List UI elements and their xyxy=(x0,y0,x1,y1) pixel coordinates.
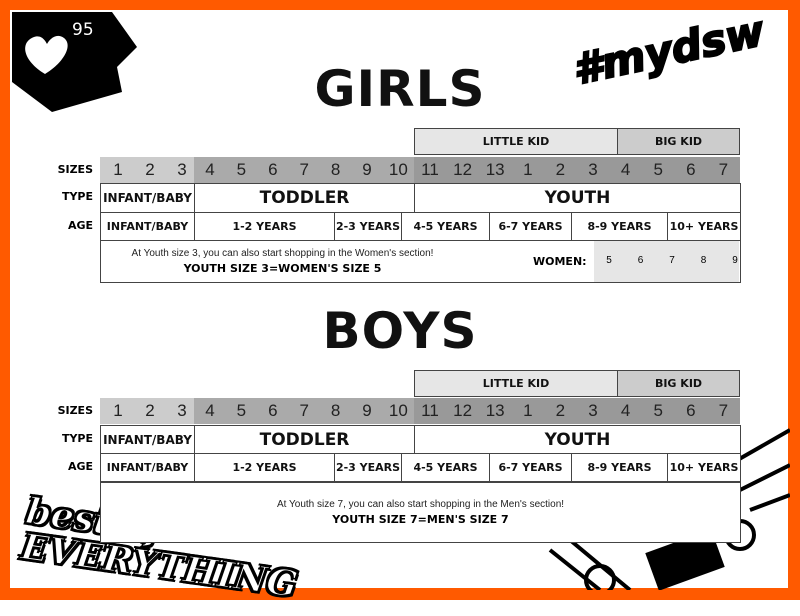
badge-number: 95 xyxy=(72,20,94,40)
size-number: 12 xyxy=(453,160,473,179)
size-number: 8 xyxy=(330,160,341,179)
size-number: 6 xyxy=(686,401,696,420)
row-label-age: AGE xyxy=(67,219,93,232)
section-title: BOYS xyxy=(322,302,478,360)
age-cell: 6-7 YEARS xyxy=(489,212,572,241)
heart-icon xyxy=(25,35,68,74)
size-number: 11 xyxy=(421,160,439,179)
note-line-1: At Youth size 3, you can also start shop… xyxy=(131,248,434,259)
size-number: 7 xyxy=(299,401,309,420)
size-number: 6 xyxy=(268,401,278,420)
size-number: 6 xyxy=(686,160,696,179)
size-number: 1 xyxy=(113,160,123,179)
women-size: 5 xyxy=(606,255,612,266)
size-number: 5 xyxy=(653,401,663,420)
size-number: 9 xyxy=(362,401,372,420)
size-number: 10 xyxy=(388,401,408,420)
type-cell: INFANT/BABY xyxy=(100,183,195,213)
size-number: 5 xyxy=(653,160,663,179)
age-cell: 6-7 YEARS xyxy=(489,453,572,482)
row-label-sizes: SIZES xyxy=(57,163,93,176)
type-cell: TODDLER xyxy=(194,183,415,213)
note-row xyxy=(100,482,741,543)
type-cell: TODDLER xyxy=(194,425,415,455)
size-number: 1 xyxy=(113,401,123,420)
women-size: 9 xyxy=(732,255,738,266)
women-size: 6 xyxy=(637,255,644,266)
size-number: 13 xyxy=(485,401,505,420)
row-label-age: AGE xyxy=(67,460,93,473)
size-number: 4 xyxy=(620,160,631,179)
infant-size-band xyxy=(100,398,194,424)
size-number: 1 xyxy=(523,401,533,420)
note-line-2: YOUTH SIZE 3=WOMEN'S SIZE 5 xyxy=(183,262,382,275)
size-number: 9 xyxy=(362,160,372,179)
size-number: 7 xyxy=(299,160,309,179)
little-kid-label: LITTLE KID xyxy=(414,128,618,155)
row-label-sizes: SIZES xyxy=(57,404,93,417)
row-label-type: TYPE xyxy=(61,190,93,203)
size-number: 11 xyxy=(421,401,439,420)
age-cell: 2-3 YEARS xyxy=(334,453,402,482)
size-number: 12 xyxy=(453,401,473,420)
size-number: 7 xyxy=(718,160,729,179)
age-cell: 10+ YEARS xyxy=(667,453,741,482)
women-size: 8 xyxy=(700,255,707,266)
toddler-size-band xyxy=(194,398,414,424)
size-number: 2 xyxy=(555,160,566,179)
big-kid-label: BIG KID xyxy=(617,128,740,155)
youth-size-band xyxy=(414,157,740,183)
size-number: 2 xyxy=(145,160,155,179)
size-number: 3 xyxy=(177,160,187,179)
size-number: 3 xyxy=(588,160,598,179)
women-label: WOMEN: xyxy=(533,255,587,268)
age-cell: 1-2 YEARS xyxy=(194,212,335,241)
badge: 95 xyxy=(12,12,137,112)
age-cell: 2-3 YEARS xyxy=(334,212,402,241)
type-cell: INFANT/BABY xyxy=(100,425,195,455)
note-line-2: YOUTH SIZE 7=MEN'S SIZE 7 xyxy=(332,513,509,526)
big-kid-label: BIG KID xyxy=(617,370,740,397)
size-number: 8 xyxy=(330,401,341,420)
age-cell: 8-9 YEARS xyxy=(571,453,668,482)
age-cell: INFANT/BABY xyxy=(100,453,195,482)
size-number: 3 xyxy=(588,401,598,420)
toddler-size-band xyxy=(194,157,414,183)
infant-size-band xyxy=(100,157,194,183)
section-title: GIRLS xyxy=(314,60,486,118)
type-cell: YOUTH xyxy=(414,425,741,455)
age-cell: 4-5 YEARS xyxy=(401,453,490,482)
size-number: 2 xyxy=(145,401,155,420)
size-number: 1 xyxy=(523,160,533,179)
age-cell: 4-5 YEARS xyxy=(401,212,490,241)
size-number: 7 xyxy=(718,401,729,420)
badge-shape xyxy=(12,12,137,112)
row-label-type: TYPE xyxy=(61,432,93,445)
age-cell: 1-2 YEARS xyxy=(194,453,335,482)
note-line-1: At Youth size 7, you can also start shop… xyxy=(276,499,565,510)
size-number: 13 xyxy=(485,160,505,179)
note-text: At Youth size 7, you can also start shop… xyxy=(100,482,741,543)
size-number: 6 xyxy=(268,160,278,179)
cassette-illustration xyxy=(548,428,790,590)
size-number: 10 xyxy=(388,160,408,179)
women-size-band xyxy=(594,241,739,282)
size-number: 4 xyxy=(205,160,215,179)
age-cell: 10+ YEARS xyxy=(667,212,741,241)
size-number: 5 xyxy=(236,160,247,179)
youth-size-band xyxy=(414,398,740,424)
size-number: 4 xyxy=(620,401,631,420)
size-number: 5 xyxy=(236,401,247,420)
note-text: At Youth size 3, you can also start shop… xyxy=(100,240,595,283)
size-number: 4 xyxy=(205,401,215,420)
age-cell: INFANT/BABY xyxy=(100,212,195,241)
women-size: 7 xyxy=(669,255,675,266)
size-number: 2 xyxy=(555,401,566,420)
little-kid-label: LITTLE KID xyxy=(414,370,618,397)
type-cell: YOUTH xyxy=(414,183,741,213)
size-number: 3 xyxy=(177,401,187,420)
age-cell: 8-9 YEARS xyxy=(571,212,668,241)
